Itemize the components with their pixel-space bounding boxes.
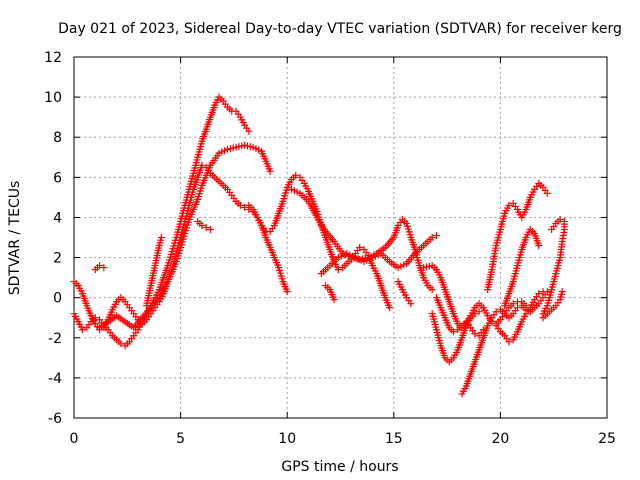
data-point: [79, 326, 87, 334]
data-point: [236, 201, 244, 209]
data-point: [117, 340, 125, 348]
series-arc-1: [70, 93, 253, 350]
y-tick-label: 10: [44, 90, 62, 106]
data-point: [548, 225, 556, 233]
series-arc-4: [91, 262, 108, 274]
data-point: [505, 338, 513, 346]
data-point: [509, 300, 517, 308]
data-point: [198, 161, 206, 169]
y-tick-label: 6: [53, 170, 62, 186]
data-point: [100, 264, 108, 272]
data-point: [407, 300, 415, 308]
axis-ticks: 0 5 10 15 20 25 -6 -4 -2 0 2 4 6 8 10 12: [44, 50, 616, 447]
data-point: [202, 223, 210, 231]
x-tick-label: 25: [598, 431, 616, 447]
series-arc-11: [394, 278, 415, 308]
data-point: [428, 286, 436, 294]
x-tick-label: 10: [278, 431, 296, 447]
data-point: [505, 201, 513, 209]
data-point: [283, 288, 291, 296]
y-tick-label: -2: [48, 331, 62, 347]
data-point: [266, 167, 274, 175]
data-point: [330, 296, 338, 304]
data-point: [157, 234, 165, 241]
plot-frame: [73, 56, 608, 419]
series-arc-6: [194, 217, 214, 233]
data-point: [492, 308, 500, 316]
x-tick-label: 20: [491, 431, 509, 447]
series-arc-14: [432, 294, 487, 340]
x-axis-label: GPS time / hours: [281, 459, 398, 475]
y-tick-label: 8: [53, 130, 62, 146]
y-tick-label: 4: [53, 210, 62, 226]
data-point: [539, 288, 547, 296]
data-point: [96, 262, 104, 270]
data-point: [241, 203, 249, 211]
data-point: [543, 189, 551, 197]
y-tick-label: -6: [48, 411, 62, 427]
series-arc-17: [492, 288, 547, 346]
data-point: [428, 234, 436, 241]
data-point: [198, 221, 206, 229]
series-arc-19: [539, 215, 568, 318]
x-tick-label: 15: [385, 431, 403, 447]
data-point: [356, 244, 364, 252]
series-arc-13: [428, 308, 483, 366]
data-point: [334, 266, 342, 274]
series-arc-16: [484, 179, 551, 294]
data-point: [475, 308, 483, 316]
data-point: [535, 290, 543, 298]
data-point: [471, 330, 479, 338]
data-point: [560, 217, 568, 225]
data-point: [386, 304, 394, 312]
y-tick-label: 2: [53, 251, 62, 267]
y-tick-label: 12: [44, 50, 62, 66]
series-arc-9: [317, 231, 440, 278]
y-tick-label: 0: [53, 291, 62, 307]
series-arc-10: [322, 282, 338, 304]
series-arc-5: [142, 234, 165, 310]
series-arc-18: [501, 225, 543, 310]
data-point: [432, 231, 440, 239]
data-marks: [70, 93, 568, 398]
data-point: [206, 225, 214, 233]
data-point: [292, 171, 300, 179]
x-tick-label: 5: [176, 431, 185, 447]
series-arc-15: [458, 286, 556, 398]
y-axis-label: SDTVAR / TECUs: [7, 181, 23, 296]
data-point: [449, 328, 457, 336]
chart-title: Day 021 of 2023, Sidereal Day-to-day VTE…: [58, 21, 622, 37]
series-arc-7: [245, 171, 394, 312]
series-arc-20: [539, 288, 566, 322]
data-point: [558, 288, 566, 296]
series-arc-8: [287, 185, 436, 294]
x-tick-label: 0: [70, 431, 79, 447]
data-point: [245, 127, 253, 135]
data-point: [471, 310, 479, 318]
series-arc-3: [96, 141, 274, 332]
data-point: [535, 242, 543, 250]
data-point: [513, 304, 521, 312]
y-tick-label: -4: [48, 371, 62, 387]
